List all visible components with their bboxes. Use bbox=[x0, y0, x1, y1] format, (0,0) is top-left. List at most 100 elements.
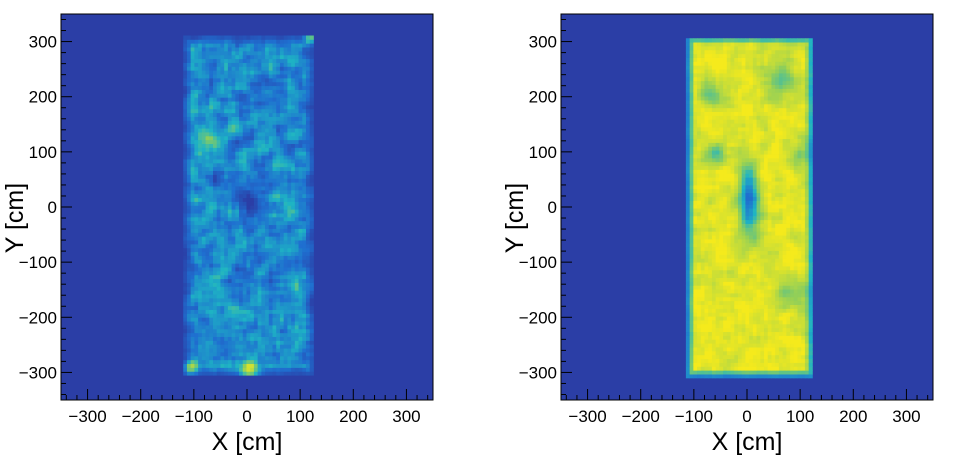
heatmap-cell bbox=[723, 339, 727, 343]
heatmap-cell bbox=[243, 93, 247, 97]
heatmap-cell bbox=[790, 270, 794, 274]
heatmap-cell bbox=[206, 360, 210, 364]
heatmap-cell bbox=[224, 90, 228, 94]
heatmap-cell bbox=[797, 305, 801, 309]
heatmap-cell bbox=[783, 197, 787, 201]
heatmap-cell bbox=[306, 101, 310, 105]
heatmap-cell bbox=[209, 205, 213, 209]
heatmap-cell bbox=[310, 232, 314, 236]
heatmap-cell bbox=[217, 159, 221, 163]
heatmap-cell bbox=[254, 259, 258, 263]
heatmap-cell bbox=[261, 159, 265, 163]
heatmap-cell bbox=[261, 348, 265, 352]
heatmap-cell bbox=[291, 360, 295, 364]
heatmap-cell bbox=[183, 39, 187, 43]
heatmap-cell bbox=[258, 367, 262, 371]
heatmap-cell bbox=[254, 124, 258, 128]
heatmap-cell bbox=[779, 351, 783, 355]
heatmap-cell bbox=[295, 93, 299, 97]
heatmap-cell bbox=[775, 197, 779, 201]
heatmap-cell bbox=[306, 256, 310, 260]
heatmap-cell bbox=[258, 213, 262, 217]
heatmap-cell bbox=[183, 213, 187, 217]
heatmap-cell bbox=[801, 258, 805, 262]
heatmap-cell bbox=[254, 248, 258, 252]
heatmap-cell bbox=[690, 351, 694, 355]
heatmap-cell bbox=[202, 47, 206, 51]
heatmap-cell bbox=[194, 352, 198, 356]
heatmap-cell bbox=[232, 66, 236, 70]
heatmap-cell bbox=[287, 201, 291, 205]
heatmap-cell bbox=[771, 324, 775, 328]
heatmap-cell bbox=[764, 301, 768, 305]
heatmap-cell bbox=[254, 329, 258, 333]
heatmap-cell bbox=[243, 90, 247, 94]
heatmap-cell bbox=[723, 370, 727, 374]
heatmap-cell bbox=[213, 178, 217, 182]
heatmap-cell bbox=[291, 286, 295, 290]
heatmap-cell bbox=[261, 144, 265, 148]
heatmap-cell bbox=[265, 159, 269, 163]
heatmap-cell bbox=[276, 132, 280, 136]
heatmap-cell bbox=[198, 290, 202, 294]
heatmap-cell bbox=[284, 290, 288, 294]
heatmap-cell bbox=[809, 197, 813, 201]
heatmap-cell bbox=[757, 200, 761, 204]
heatmap-cell bbox=[716, 173, 720, 177]
heatmap-cell bbox=[686, 227, 690, 231]
heatmap-cell bbox=[731, 301, 735, 305]
heatmap-cell bbox=[209, 136, 213, 140]
heatmap-cell bbox=[719, 312, 723, 316]
heatmap-cell bbox=[768, 212, 772, 216]
heatmap-cell bbox=[220, 252, 224, 256]
heatmap-cell bbox=[206, 209, 210, 213]
heatmap-cell bbox=[246, 360, 250, 364]
heatmap-cell bbox=[217, 205, 221, 209]
heatmap-cell bbox=[183, 364, 187, 368]
heatmap-cell bbox=[295, 252, 299, 256]
heatmap-cell bbox=[723, 231, 727, 235]
heatmap-cell bbox=[209, 97, 213, 101]
heatmap-cell bbox=[302, 267, 306, 271]
heatmap-cell bbox=[745, 320, 749, 324]
heatmap-cell bbox=[783, 239, 787, 243]
heatmap-cell bbox=[727, 351, 731, 355]
heatmap-cell bbox=[191, 356, 195, 360]
heatmap-cell bbox=[287, 256, 291, 260]
heatmap-cell bbox=[757, 197, 761, 201]
heatmap-cell bbox=[742, 278, 746, 282]
heatmap-cell bbox=[269, 63, 273, 67]
heatmap-cell bbox=[742, 312, 746, 316]
heatmap-cell bbox=[701, 231, 705, 235]
heatmap-cell bbox=[235, 163, 239, 167]
heatmap-cell bbox=[209, 186, 213, 190]
heatmap-cell bbox=[794, 258, 798, 262]
heatmap-cell bbox=[712, 289, 716, 293]
heatmap-cell bbox=[191, 117, 195, 121]
heatmap-cell bbox=[723, 239, 727, 243]
heatmap-cell bbox=[224, 86, 228, 90]
heatmap-cell bbox=[235, 275, 239, 279]
heatmap-cell bbox=[701, 347, 705, 351]
heatmap-cell bbox=[243, 86, 247, 90]
heatmap-cell bbox=[232, 194, 236, 198]
heatmap-cell bbox=[269, 93, 273, 97]
heatmap-cell bbox=[306, 283, 310, 287]
heatmap-cell bbox=[287, 90, 291, 94]
heatmap-cell bbox=[187, 302, 191, 306]
heatmap-cell bbox=[805, 339, 809, 343]
heatmap-cell bbox=[246, 66, 250, 70]
heatmap-cell bbox=[265, 190, 269, 194]
heatmap-cell bbox=[228, 159, 232, 163]
heatmap-cell bbox=[228, 66, 232, 70]
heatmap-cell bbox=[693, 173, 697, 177]
heatmap-cell bbox=[209, 182, 213, 186]
heatmap-cell bbox=[287, 190, 291, 194]
heatmap-cell bbox=[265, 221, 269, 225]
heatmap-cell bbox=[265, 43, 269, 47]
heatmap-cell bbox=[299, 39, 303, 43]
heatmap-cell bbox=[299, 263, 303, 267]
heatmap-cell bbox=[291, 279, 295, 283]
heatmap-cell bbox=[191, 313, 195, 317]
heatmap-cell bbox=[224, 97, 228, 101]
